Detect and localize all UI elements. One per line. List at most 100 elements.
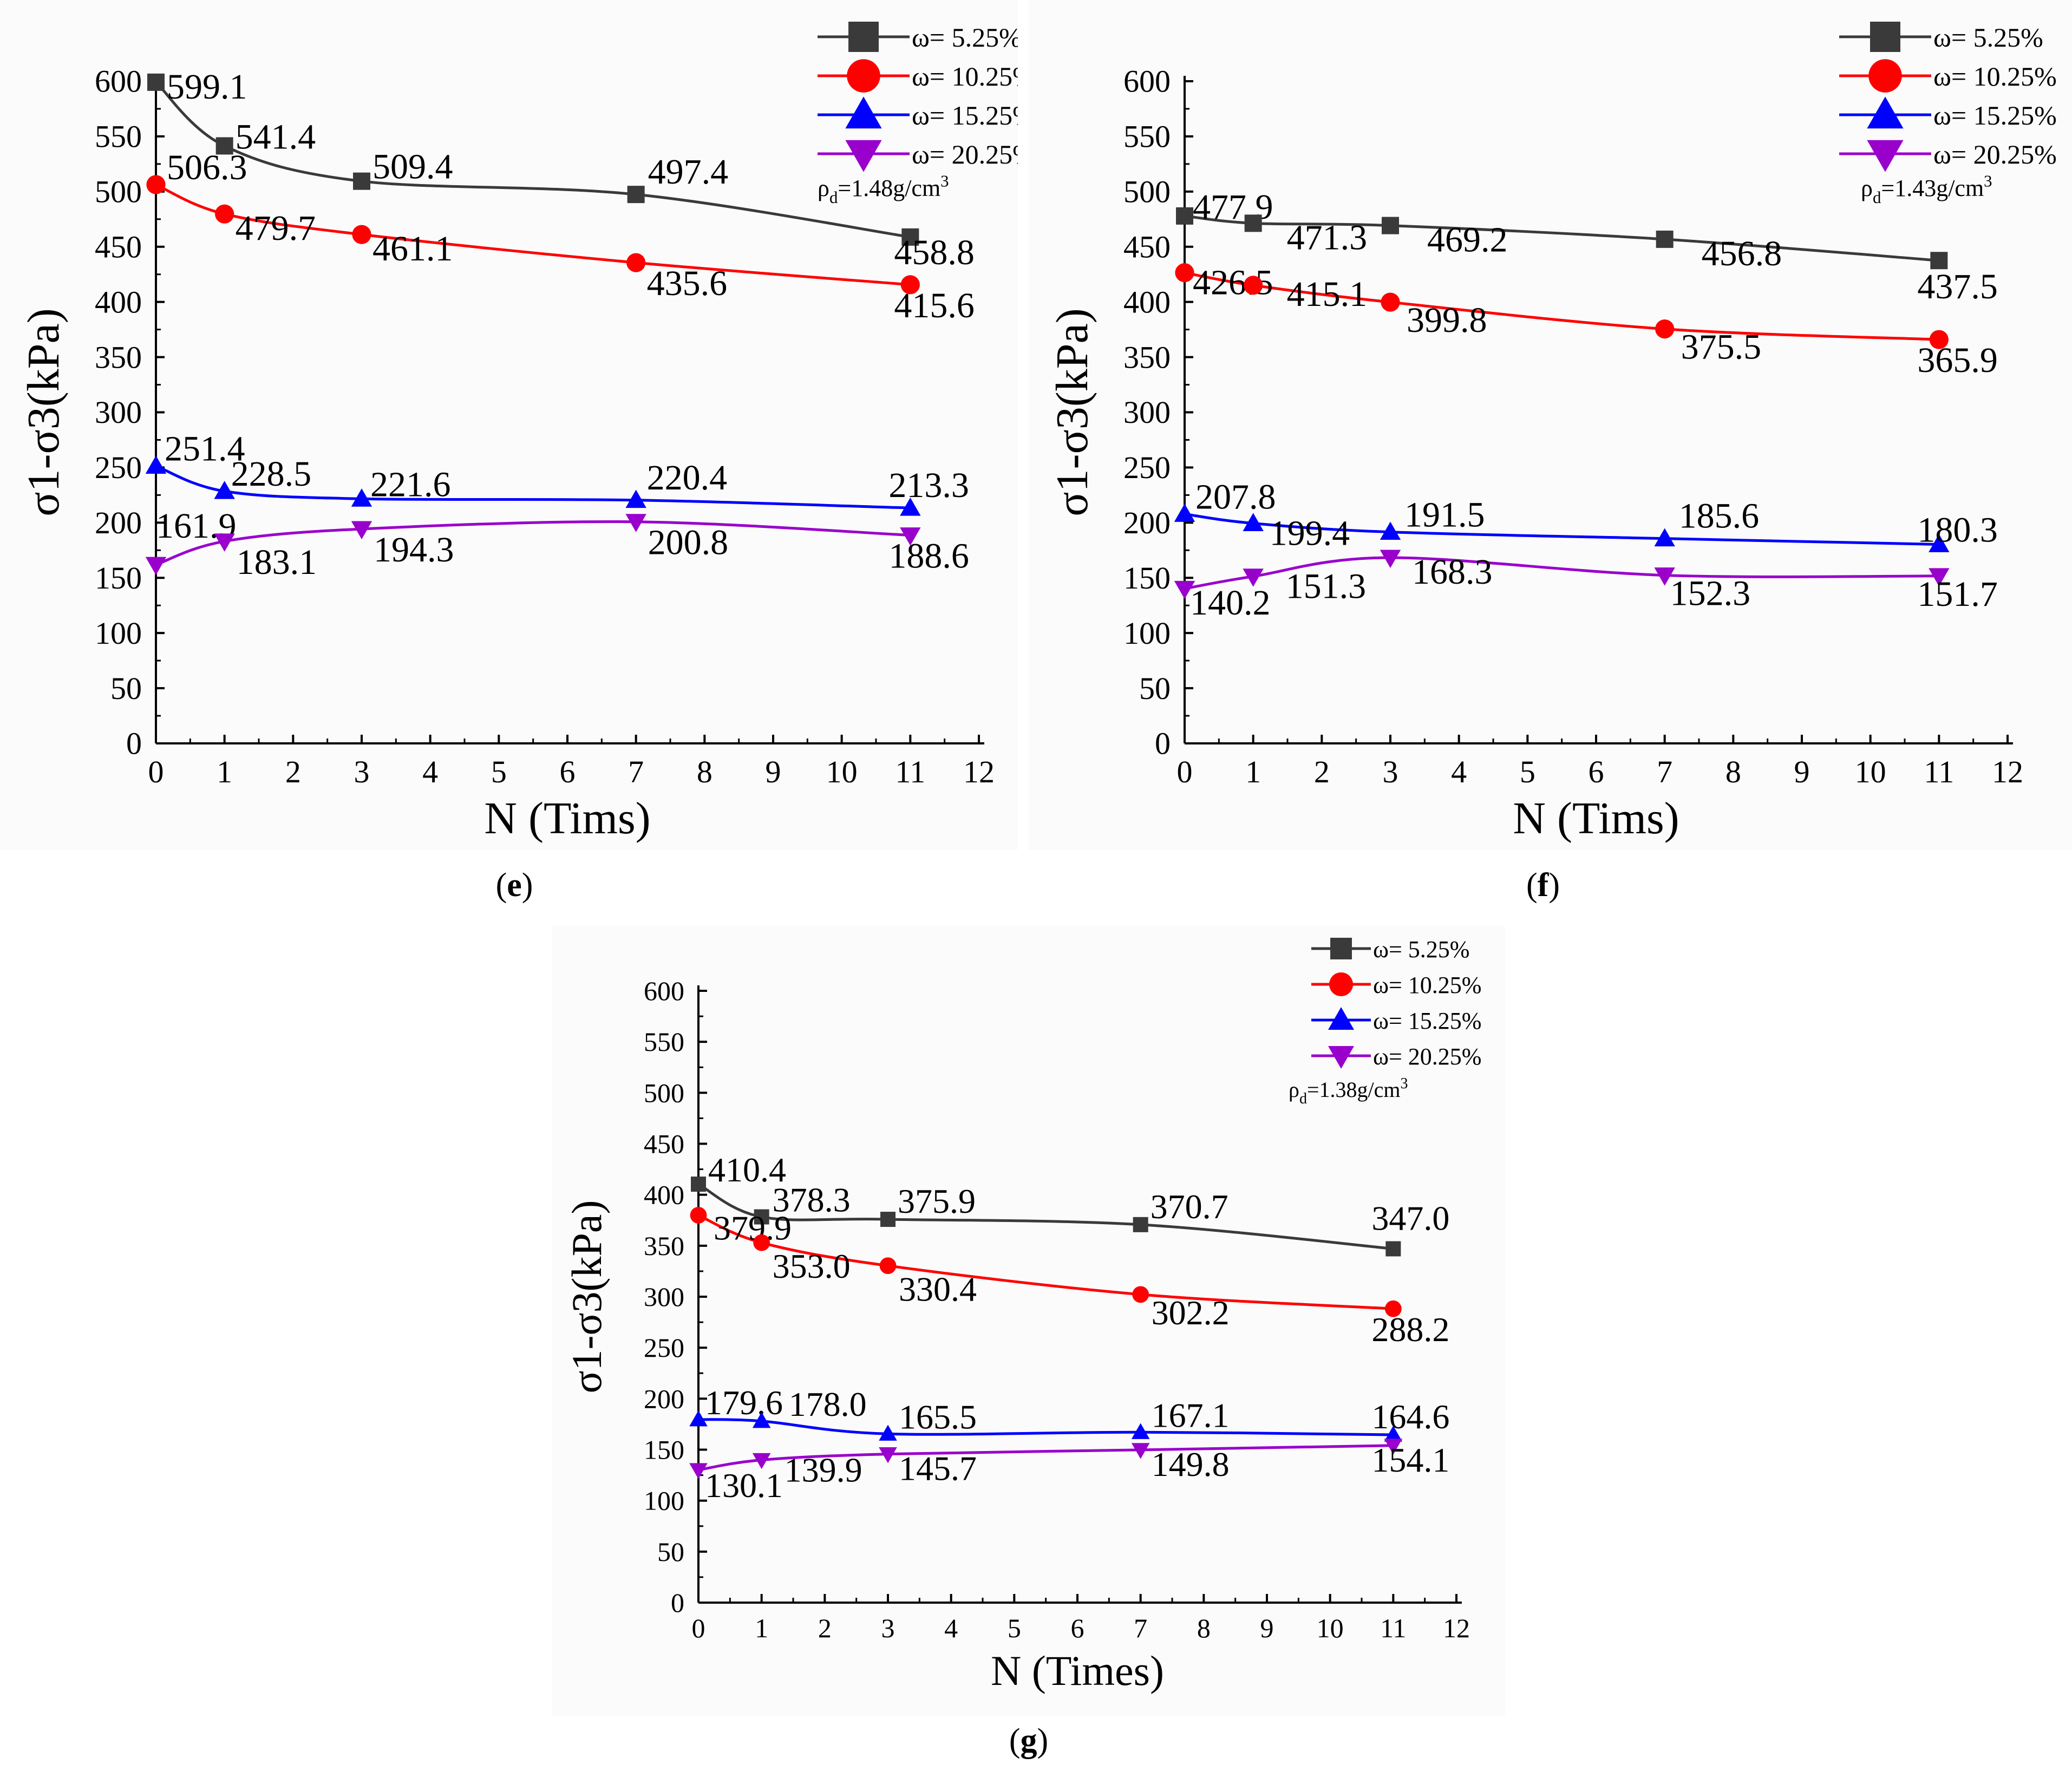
data-label: 151.3	[1286, 567, 1366, 606]
y-tick-label: 100	[1123, 616, 1171, 651]
series-4: 130.1 139.9 145.7 149.8 154.1	[689, 1439, 1449, 1505]
x-tick-label: 10	[826, 754, 858, 789]
y-tick-label: 350	[1123, 339, 1171, 375]
y-tick-label: 50	[110, 671, 142, 706]
data-point	[689, 1410, 708, 1427]
data-point	[1243, 568, 1264, 587]
data-label: 599.1	[167, 67, 247, 107]
y-tick-label: 500	[95, 174, 142, 210]
legend-marker	[1868, 59, 1902, 93]
y-tick-label: 550	[95, 119, 142, 154]
y-tick-label: 150	[95, 560, 142, 596]
y-tick-label: 200	[1123, 505, 1171, 540]
data-point	[1654, 567, 1675, 586]
data-label: 139.9	[785, 1451, 862, 1489]
y-tick-label: 400	[95, 284, 142, 319]
y-tick-label: 50	[657, 1537, 684, 1567]
data-point	[145, 455, 167, 474]
x-tick-label: 5	[1520, 754, 1535, 789]
y-tick-label: 100	[644, 1486, 684, 1516]
data-label: 207.8	[1195, 477, 1276, 517]
panel-label-f-letter: f	[1537, 867, 1549, 904]
data-point	[1385, 1241, 1401, 1257]
density-note: ρd=1.48g/cm3	[818, 172, 949, 207]
y-tick-label: 0	[671, 1587, 684, 1618]
data-point	[1929, 534, 1950, 552]
data-label: 437.5	[1917, 267, 1998, 306]
legend-label: ω= 20.25%	[1373, 1043, 1481, 1070]
data-label: 178.0	[789, 1385, 867, 1423]
data-point	[147, 73, 165, 91]
data-point	[900, 527, 921, 546]
data-label: 415.6	[894, 286, 975, 325]
data-point	[1174, 504, 1195, 522]
data-label: 479.7	[236, 208, 316, 248]
x-tick-label: 8	[1725, 754, 1741, 789]
data-point	[353, 172, 370, 190]
data-point	[1654, 528, 1675, 547]
data-label: 469.2	[1427, 220, 1508, 260]
legend-marker	[1330, 938, 1352, 959]
data-point	[900, 275, 920, 295]
legend-label: ω= 15.25%	[1933, 100, 2057, 130]
y-tick-label: 600	[644, 976, 684, 1006]
legend-marker	[1328, 1046, 1354, 1069]
data-label: 353.0	[773, 1247, 851, 1285]
data-point	[215, 204, 234, 224]
series-3: 179.6 178.0 165.5 167.1 164.6	[689, 1383, 1449, 1442]
data-point	[753, 1234, 770, 1251]
data-label: 506.3	[167, 148, 247, 187]
legend-marker	[1867, 140, 1904, 172]
x-tick-label: 8	[697, 754, 713, 789]
x-axis-label: N (Times)	[991, 1647, 1164, 1694]
y-tick-label: 350	[95, 339, 142, 375]
data-label: 220.4	[647, 458, 728, 498]
panel-label-f: (f)	[1526, 867, 1560, 904]
chart-panel-e: 0 50 100 150 200 250 300 350 400 450 500 550 600 0 1 2 3…	[0, 0, 1018, 850]
legend-marker	[848, 22, 879, 52]
data-label: 509.4	[372, 147, 453, 187]
x-tick-label: 1	[1245, 754, 1261, 789]
legend: ω= 5.25% ω= 10.25% ω= 15.25% ω= 20.25%	[1311, 936, 1481, 1070]
y-tick-label: 150	[644, 1435, 684, 1465]
legend-item: ω= 5.25%	[1311, 936, 1469, 963]
data-point	[880, 1212, 896, 1227]
x-tick-label: 12	[1443, 1613, 1470, 1643]
x-tick-label: 11	[1924, 754, 1954, 789]
series-4: 140.2 151.3 168.3 152.3 151.7	[1174, 550, 1998, 623]
y-tick-label: 500	[644, 1077, 684, 1108]
series-1: 599.1 541.4 509.4 497.4 458.8	[147, 67, 975, 272]
x-tick-label: 11	[895, 754, 925, 789]
data-label: 228.5	[231, 454, 311, 494]
data-label: 164.6	[1371, 1397, 1449, 1436]
legend-label: ω= 10.25%	[1933, 61, 2057, 92]
panel-label-g-letter: g	[1020, 1722, 1037, 1759]
data-label: 458.8	[894, 233, 975, 272]
data-label: 185.6	[1679, 496, 1760, 536]
legend-item: ω= 15.25%	[1839, 96, 2057, 130]
legend-marker	[1329, 972, 1353, 996]
legend-item: ω= 10.25%	[1311, 972, 1481, 998]
data-label: 154.1	[1371, 1441, 1449, 1479]
legend: ω= 5.25% ω= 10.25% ω= 15.25% ω= 20.25%	[1839, 22, 2057, 172]
legend-label: ω= 5.25%	[912, 22, 1018, 53]
data-point	[146, 175, 166, 194]
legend-marker	[847, 59, 880, 93]
data-label: 151.7	[1917, 574, 1998, 614]
data-point	[626, 253, 646, 272]
x-axis-label: N (Tims)	[1513, 793, 1679, 844]
x-tick-label: 2	[818, 1613, 832, 1643]
y-tick-label: 150	[1123, 560, 1171, 596]
data-point	[879, 1257, 897, 1275]
y-axis-label: σ1-σ3(kPa)	[563, 1200, 610, 1393]
y-tick-label: 550	[1123, 119, 1171, 154]
legend-label: ω= 20.25%	[1933, 139, 2057, 169]
x-tick-label: 9	[1794, 754, 1810, 789]
data-point	[1132, 1286, 1149, 1303]
data-label: 188.6	[888, 537, 969, 576]
legend-item: ω= 5.25%	[1839, 22, 2043, 53]
